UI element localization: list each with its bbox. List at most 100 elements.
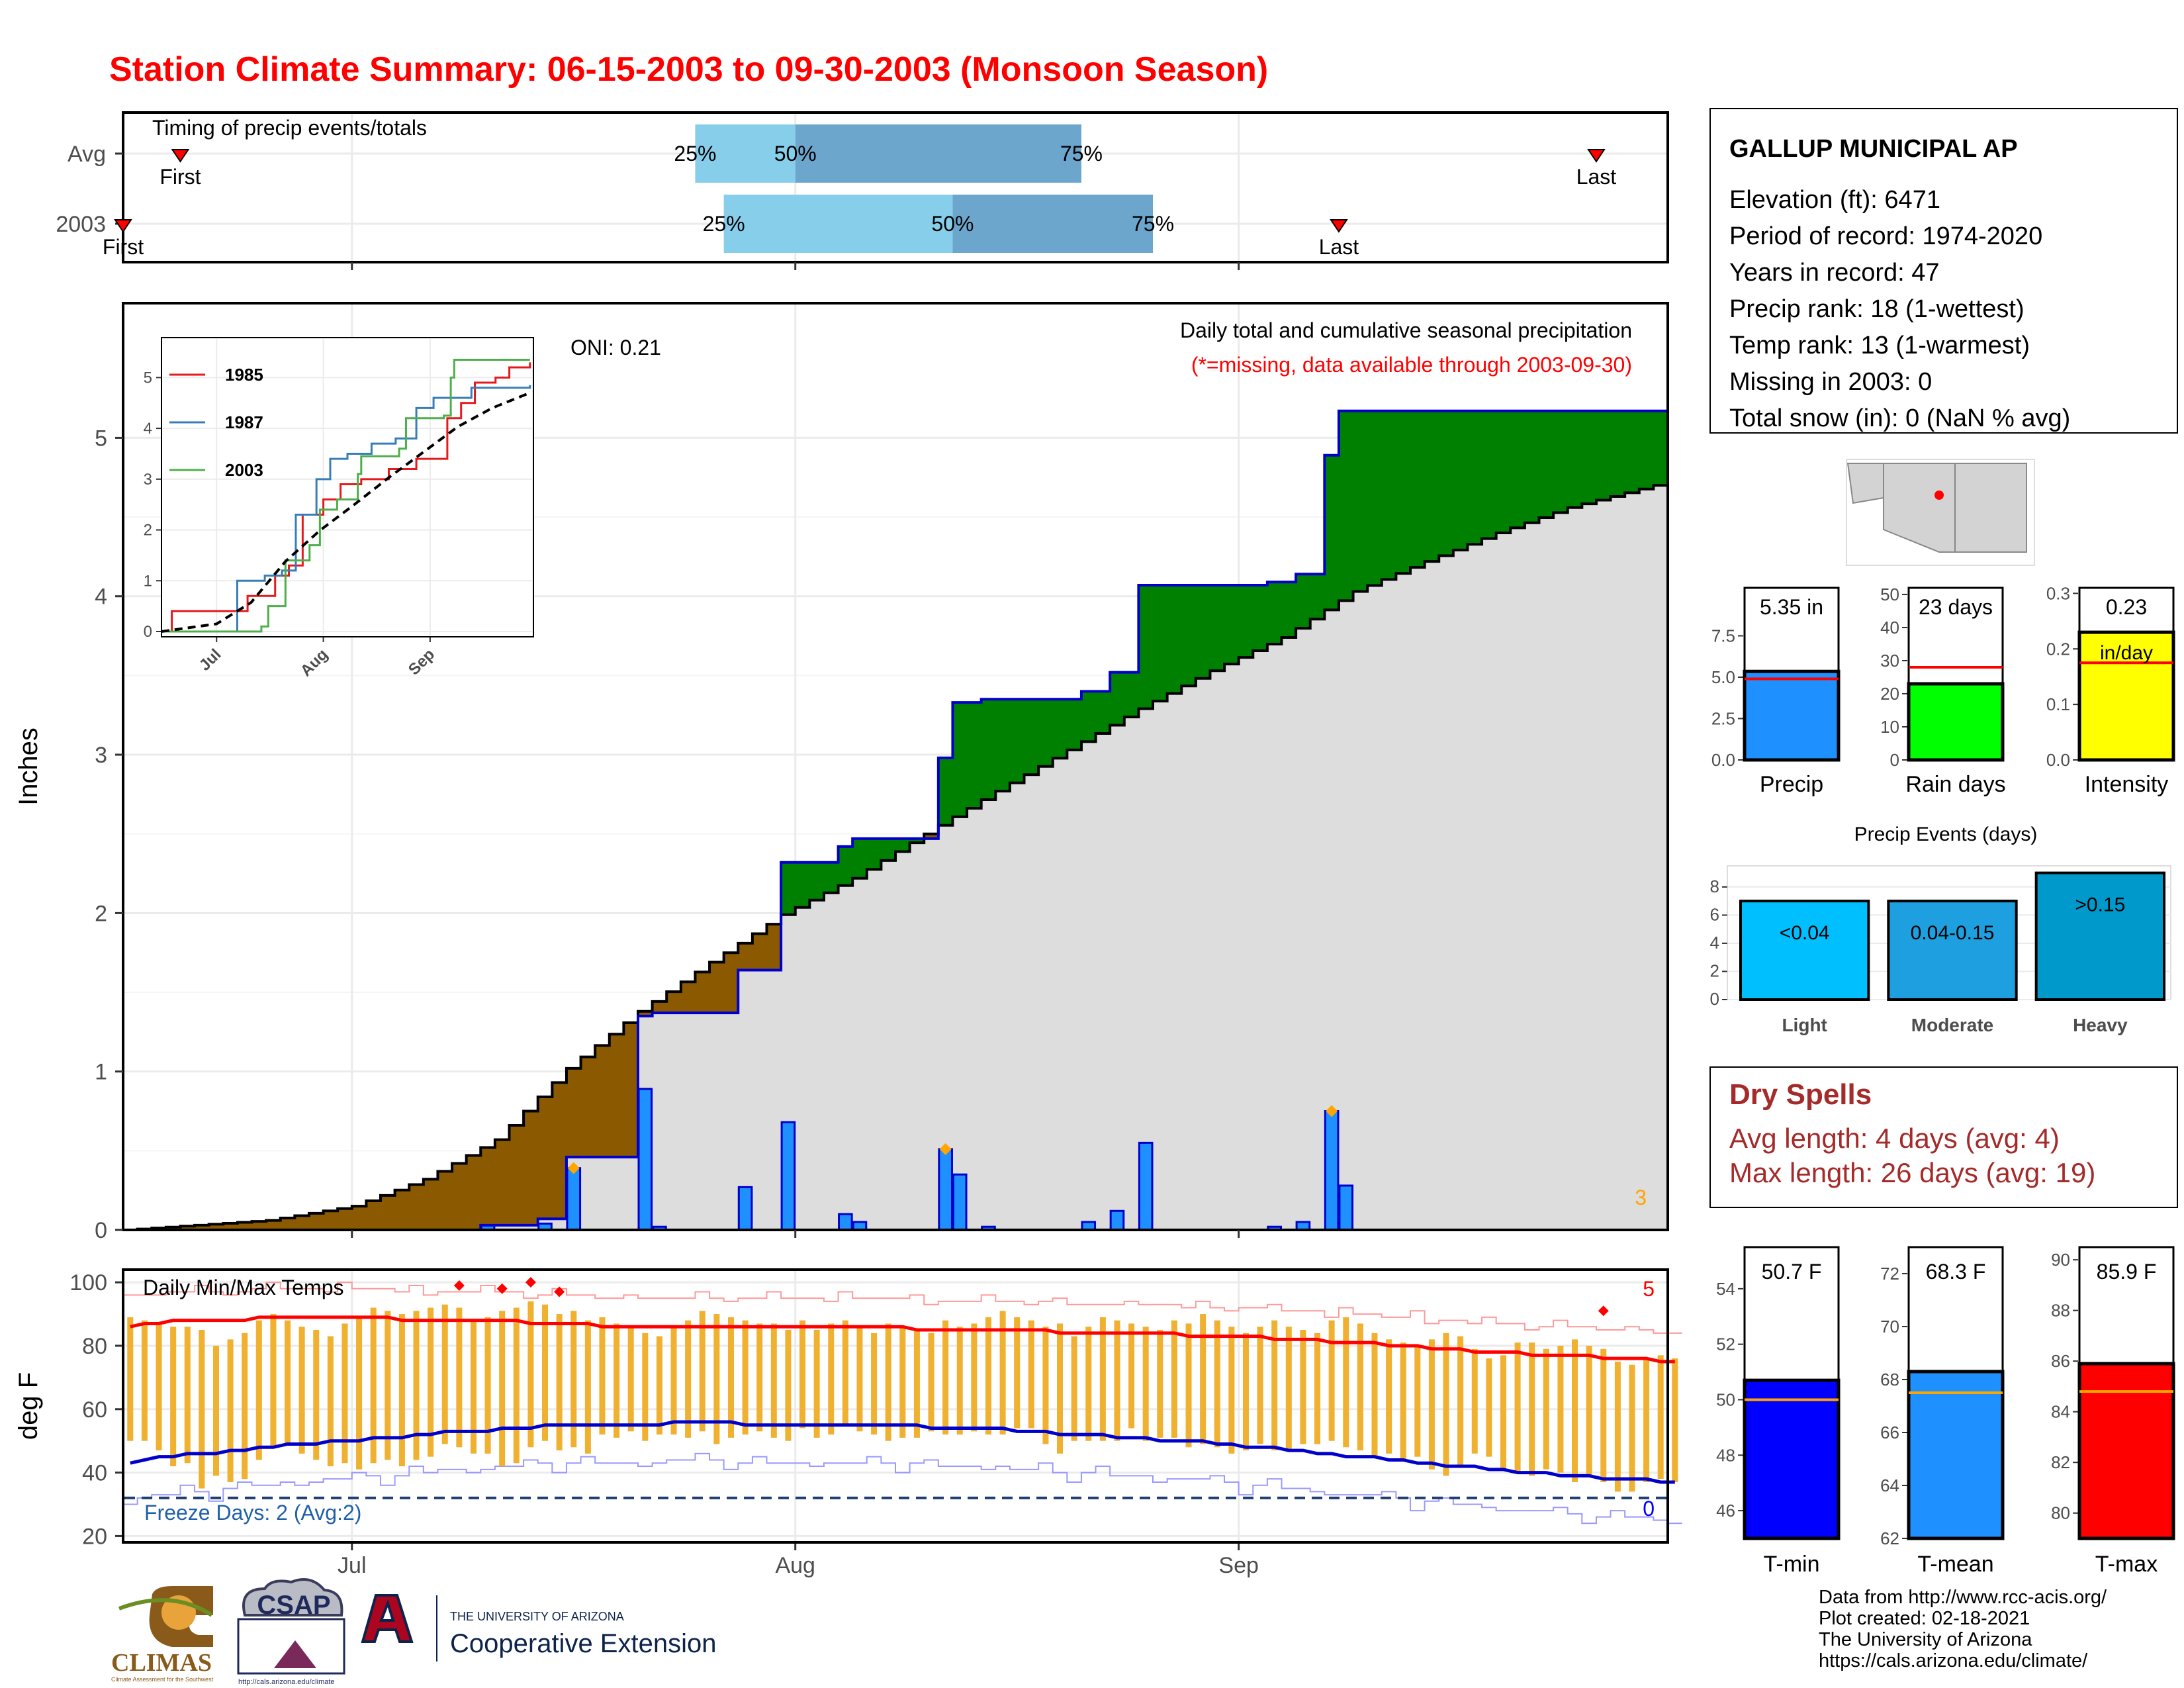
- surplus-fill: [1195, 585, 1211, 679]
- daily-temp-range-bar: [770, 1323, 777, 1438]
- mean-temp-category-label-1: T-mean: [1917, 1552, 1993, 1577]
- logos: CLIMAS Climate Assessment for the Southw…: [111, 1578, 716, 1686]
- events-ytick-label: 2: [1710, 961, 1719, 980]
- surplus-fill: [1424, 410, 1439, 562]
- surplus-fill: [1596, 410, 1612, 500]
- surplus-fill: [995, 699, 1011, 792]
- credit-line-1: Plot created: 02-18-2021: [1819, 1608, 2030, 1629]
- daily-temp-range-bar: [413, 1311, 420, 1460]
- inset-series-1985: [161, 362, 531, 633]
- timing-bar-50-75: [795, 124, 1081, 183]
- daily-temp-range-bar: [1271, 1320, 1278, 1451]
- surplus-fill: [1095, 691, 1111, 733]
- events-bar-label-heavy: >0.15: [2075, 894, 2125, 916]
- station-location-dot: [1934, 491, 1944, 500]
- temp-ytick-label-1: 40: [82, 1461, 107, 1486]
- daily-temp-range-bar: [428, 1307, 434, 1457]
- daily-temp-range-bar: [270, 1314, 277, 1448]
- station-line-5: Missing in 2003: 0: [1729, 368, 1932, 396]
- precip-availability-note: (*=missing, data available through 2003-…: [1191, 353, 1632, 377]
- daily-temp-range-bar: [1242, 1333, 1249, 1451]
- daily-temp-range-bar: [1343, 1317, 1349, 1448]
- deficit-fill: [566, 1068, 582, 1157]
- inset-ytick-label-3: 3: [144, 471, 152, 489]
- totals-ytick-label: 7.5: [1711, 626, 1735, 646]
- timing-last-marker: [1330, 219, 1348, 233]
- surplus-fill: [1467, 410, 1482, 545]
- daily-temp-range-bar: [1042, 1327, 1049, 1444]
- daily-temp-range-bar: [1228, 1327, 1235, 1454]
- mean-temp-ytick-label: 50: [1716, 1389, 1735, 1409]
- totals-ytick-label: 0.2: [2046, 639, 2070, 659]
- mean-temp-ytick-label: 70: [1880, 1317, 1899, 1336]
- mean-temp-ytick-label: 72: [1880, 1264, 1899, 1284]
- deficit-fill: [523, 1111, 539, 1225]
- events-ytick-label: 0: [1710, 989, 1719, 1009]
- deficit-fill: [752, 933, 768, 970]
- daily-temp-range-bar: [1586, 1345, 1592, 1476]
- surplus-fill: [1553, 410, 1569, 513]
- mean-temp-ytick-label: 68: [1880, 1370, 1899, 1389]
- surplus-fill: [1067, 699, 1082, 750]
- daily-precip-bar-17: [1324, 1110, 1340, 1231]
- daily-temp-range-bar: [928, 1333, 934, 1432]
- deficit-fill: [623, 1022, 639, 1157]
- mean-temp-panel-2: 80 82 84 86 88 90 85.9 F T-max: [2051, 1246, 2175, 1577]
- mean-temp-ytick-label: 80: [2051, 1503, 2070, 1523]
- precip-ytick-label-3: 3: [95, 743, 107, 768]
- surplus-fill: [1081, 691, 1097, 742]
- daily-temp-range-bar: [1142, 1327, 1149, 1441]
- events-ytick-label: 6: [1710, 904, 1719, 924]
- temp-ylabel: deg F: [14, 1372, 43, 1440]
- temp-ytick-label-2: 60: [82, 1397, 107, 1423]
- deficit-fill: [466, 1155, 481, 1230]
- timing-bar-25-50: [723, 195, 953, 253]
- surplus-fill: [1181, 585, 1197, 686]
- mean-temp-category-label-2: T-max: [2095, 1552, 2158, 1577]
- daily-temp-range-bar: [799, 1320, 806, 1429]
- surplus-fill: [1238, 585, 1253, 658]
- daily-temp-range-bar: [670, 1327, 677, 1435]
- events-category-moderate: Moderate: [1911, 1015, 1993, 1035]
- daily-temp-range-bar: [713, 1314, 720, 1444]
- totals-ytick-label: 0.3: [2046, 583, 2070, 603]
- daily-temp-range-bar: [985, 1317, 991, 1435]
- totals-category-label-0: Precip: [1760, 772, 1823, 797]
- timing-p75-label: 75%: [1060, 142, 1103, 165]
- deficit-fill: [480, 1147, 496, 1225]
- mean-temp-panel-0: 46 48 50 52 54 50.7 F T-min: [1716, 1246, 1841, 1577]
- daily-temp-range-bar: [1543, 1348, 1549, 1470]
- ua-bottom-text: Cooperative Extension: [450, 1629, 716, 1658]
- daily-temp-range-bar: [1057, 1323, 1064, 1454]
- deficit-fill: [924, 833, 939, 839]
- deficit-fill: [394, 1190, 410, 1230]
- daily-temp-range-bar: [1414, 1345, 1421, 1457]
- climas-subtitle: Climate Assessment for the Southwest: [111, 1676, 214, 1683]
- daily-temp-range-bar: [971, 1323, 978, 1432]
- surplus-fill: [1496, 410, 1511, 534]
- temp-frame: [122, 1268, 1669, 1544]
- daily-temp-range-bar: [1400, 1342, 1406, 1460]
- daily-temp-range-bar: [1285, 1327, 1292, 1451]
- credits: Data from http://www.rcc-acis.org/Plot c…: [1819, 1587, 2107, 1671]
- csap-url: http://cals.arizona.edu/climate: [238, 1678, 335, 1686]
- daily-temp-range-bar: [1200, 1314, 1206, 1444]
- inset-series-2003: [161, 359, 530, 633]
- daily-temp-range-bar: [1428, 1339, 1435, 1470]
- precip-panel: 0 1 2 3 4 5 ONI: 0.21 Daily total and cumulat…: [14, 302, 1669, 1243]
- daily-temp-range-bar: [1486, 1358, 1492, 1457]
- month-label-2: Sep: [1218, 1553, 1259, 1578]
- record-high-marker-1: [496, 1283, 508, 1294]
- daily-temp-range-bar: [1014, 1317, 1021, 1429]
- daily-temp-range-bar: [1257, 1327, 1263, 1444]
- deficit-fill: [366, 1200, 381, 1230]
- precip-ytick-label-4: 4: [95, 585, 107, 610]
- daily-temp-range-bar: [1028, 1320, 1034, 1429]
- surplus-fill: [1281, 582, 1297, 637]
- daily-temp-range-bar: [1171, 1320, 1177, 1438]
- totals-panel-2: 0.0 0.1 0.2 0.3 0.23 in/day Intensity: [2046, 583, 2175, 797]
- daily-temp-range-bar: [456, 1307, 463, 1448]
- mean-temp-bar-1: [1907, 1370, 2005, 1540]
- station-info-box: GALLUP MUNICIPAL AP Elevation (ft): 6471…: [1709, 108, 2178, 434]
- daily-temp-range-bar: [1085, 1327, 1092, 1441]
